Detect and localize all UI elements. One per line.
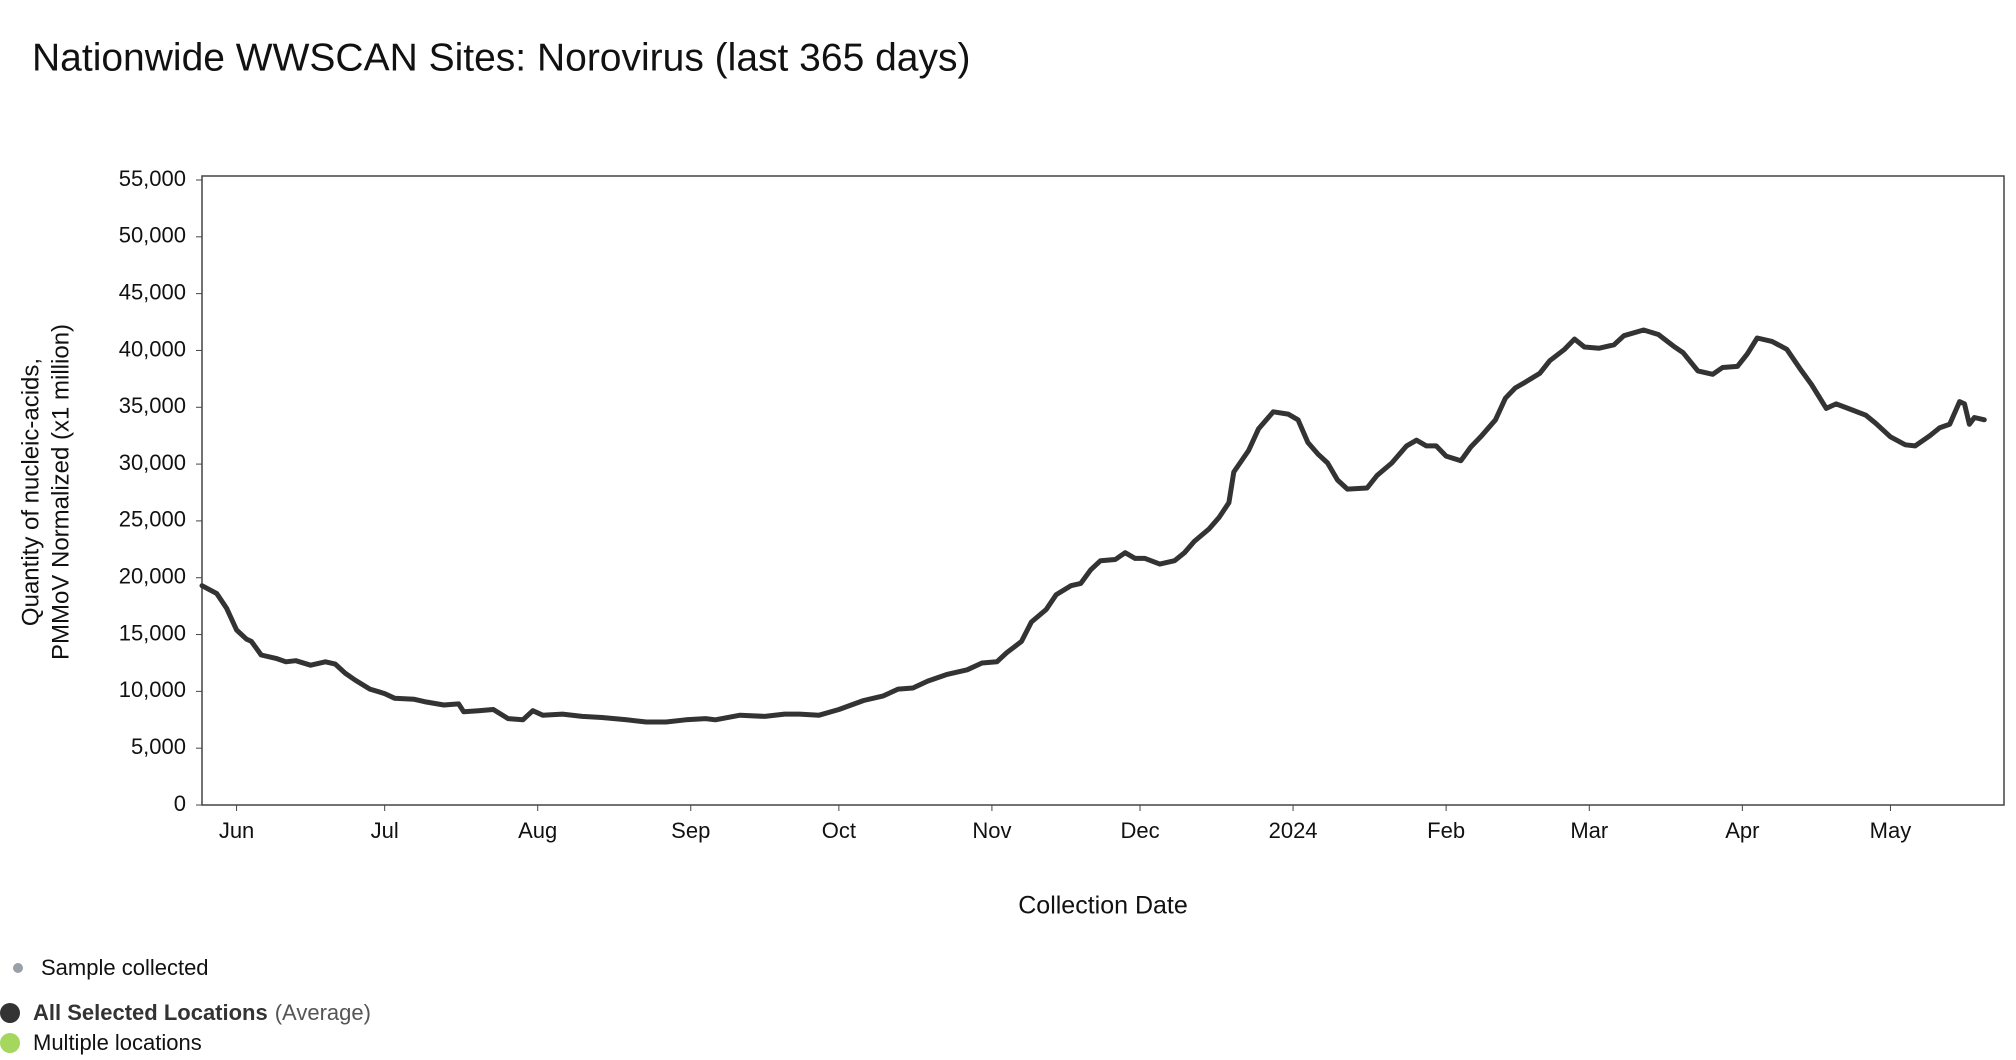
y-tick-label: 45,000 [119, 279, 186, 304]
series-line [199, 327, 1987, 725]
legend-marker [0, 1003, 20, 1023]
y-tick-label: 20,000 [119, 564, 186, 589]
y-tick-label: 25,000 [119, 507, 186, 532]
y-axis-title: PMMoV Normalized (x1 million) [47, 324, 74, 660]
x-tick-label: May [1870, 818, 1912, 843]
x-axis-title: Collection Date [1018, 892, 1188, 920]
legend-label: All Selected Locations (Average) [33, 1000, 371, 1025]
legend-series-note: (Average) [275, 1000, 371, 1025]
legend-marker [13, 963, 23, 973]
x-tick-label: Sep [671, 818, 710, 843]
chart-title: Nationwide WWSCAN Sites: Norovirus (last… [32, 36, 970, 79]
y-tick-label: 15,000 [119, 620, 186, 645]
x-tick-label: Feb [1427, 818, 1465, 843]
x-tick-label: Jul [371, 818, 399, 843]
legend-label: Multiple locations [33, 1030, 202, 1055]
y-tick-label: 10,000 [119, 677, 186, 702]
legend-label: Sample collected [41, 955, 209, 980]
x-tick-label: Oct [822, 818, 856, 843]
y-axis-title: Quantity of nucleic-acids, [17, 358, 44, 626]
x-tick-label: Aug [518, 818, 557, 843]
y-tick-label: 50,000 [119, 223, 186, 248]
x-tick-label: Jun [219, 818, 254, 843]
plot-frame [201, 175, 2005, 806]
x-tick-label: Nov [972, 818, 1011, 843]
x-tick-label: Apr [1725, 818, 1759, 843]
legend-marker [0, 1033, 20, 1053]
y-tick-label: 35,000 [119, 393, 186, 418]
x-tick-label: 2024 [1269, 818, 1318, 843]
x-tick-label: Mar [1570, 818, 1608, 843]
legend-series-name: All Selected Locations [33, 1000, 268, 1025]
y-tick-label: 40,000 [119, 336, 186, 361]
x-tick-label: Dec [1120, 818, 1159, 843]
y-tick-label: 5,000 [131, 734, 186, 759]
y-tick-label: 30,000 [119, 450, 186, 475]
y-tick-label: 55,000 [119, 166, 186, 191]
y-tick-label: 0 [174, 791, 186, 816]
